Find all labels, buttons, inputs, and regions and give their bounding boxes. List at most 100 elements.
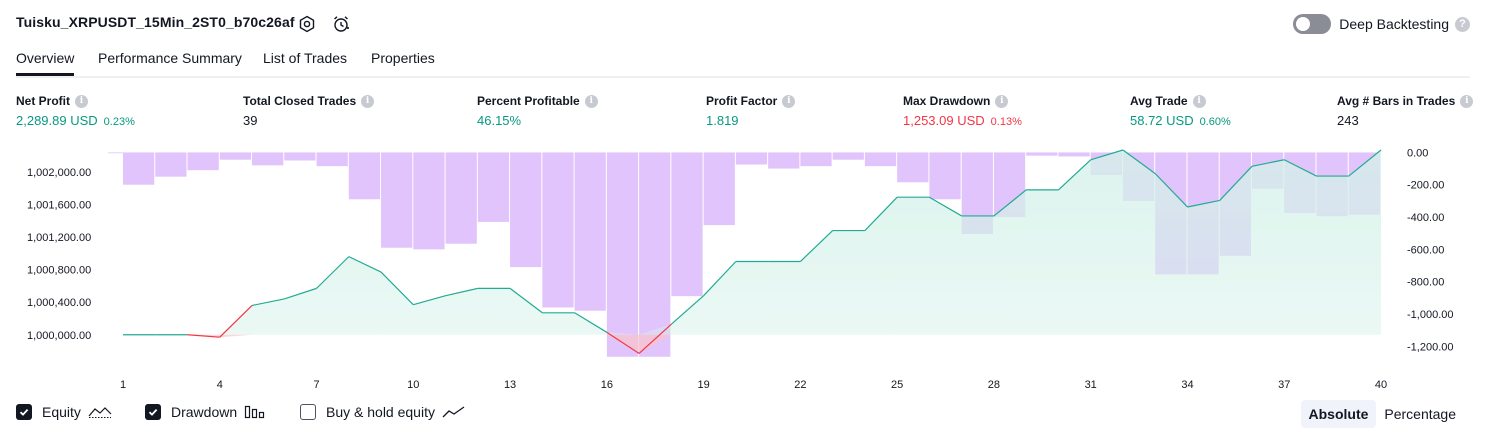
drawdown-bar xyxy=(542,152,574,308)
drawdown-bar xyxy=(187,152,219,171)
deep-backtesting-toggle[interactable] xyxy=(1293,14,1332,34)
tab-list-of-trades[interactable]: List of Trades xyxy=(263,50,348,66)
metric-value: 58.72 USD xyxy=(1130,113,1194,128)
legend-drawdown[interactable]: Drawdown xyxy=(145,404,266,420)
drawdown-bar xyxy=(413,152,445,250)
drawdown-bar xyxy=(639,152,671,357)
left-axis-tick-label: 1,001,200.00 xyxy=(27,232,91,244)
drawdown-bar xyxy=(155,152,187,177)
equity-line-segment xyxy=(380,271,414,306)
equity-line-segment xyxy=(799,230,834,262)
info-icon[interactable]: i xyxy=(361,94,375,108)
right-axis-tick-label: -800.00 xyxy=(1407,277,1444,289)
metric-avg-bars-in-trades: Avg # Bars in Trades i 243 xyxy=(1337,94,1474,128)
equity-checkbox[interactable] xyxy=(16,404,32,420)
right-axis-tick-label: -1,200.00 xyxy=(1407,341,1453,353)
info-icon[interactable]: i xyxy=(1192,94,1206,108)
drawdown-bar xyxy=(574,152,606,311)
right-axis-tick-label: 0.00 xyxy=(1407,147,1428,159)
toggle-knob xyxy=(1296,17,1311,31)
drawdown-bar xyxy=(252,152,284,166)
equity-line-segment xyxy=(1187,199,1220,208)
metric-value: 46.15% xyxy=(477,113,522,128)
equity-line-segment xyxy=(993,189,1027,217)
equity-line-segment xyxy=(638,323,672,354)
drawdown-bar xyxy=(897,152,929,183)
metrics-row: Net Profit i 2,289.89 USD 0.23% Total Clos… xyxy=(0,94,1486,134)
metric-max-drawdown: Max Drawdown i 1,253.09 USD 0.13% xyxy=(903,94,1022,128)
right-axis-tick-label: -1,000.00 xyxy=(1407,309,1453,321)
deep-backtesting-label: Deep Backtesting xyxy=(1339,16,1449,32)
buy-hold-checkbox[interactable] xyxy=(300,404,316,420)
drawdown-bar xyxy=(284,152,316,161)
settings-icon[interactable] xyxy=(297,14,317,34)
help-icon[interactable]: ? xyxy=(1455,16,1470,32)
value-mode-toggle: Absolute Percentage xyxy=(1300,400,1465,428)
absolute-button[interactable]: Absolute xyxy=(1300,400,1377,428)
metric-percent: 0.23% xyxy=(103,116,135,128)
drawdown-bar xyxy=(864,152,897,167)
drawdown-bar xyxy=(219,152,252,160)
right-axis-tick-label: -400.00 xyxy=(1407,212,1444,224)
drawdown-bar xyxy=(1026,152,1058,156)
metric-label: Avg Trade xyxy=(1130,94,1188,108)
drawdown-bar xyxy=(123,152,155,185)
legend-equity[interactable]: Equity xyxy=(16,404,112,420)
report-tabs: Overview Performance Summary List of Tra… xyxy=(16,48,1470,78)
equity-line-segment xyxy=(670,295,705,325)
equity-drawdown-chart[interactable]: 1,002,000.00 1,001,600.00 1,001,200.00 1,00… xyxy=(0,140,1486,396)
equity-area xyxy=(123,150,1381,354)
info-icon[interactable]: i xyxy=(1460,94,1474,108)
equity-line-segment xyxy=(606,331,640,354)
info-icon[interactable]: i xyxy=(584,94,598,108)
info-icon[interactable]: i xyxy=(782,94,796,108)
metric-total-closed-trades: Total Closed Trades i 39 xyxy=(243,94,375,128)
legend-buy-hold-equity[interactable]: Buy & hold equity xyxy=(300,404,466,420)
drawdown-bar xyxy=(800,152,832,167)
x-axis-tick-label: 28 xyxy=(988,379,1000,391)
legend-label: Drawdown xyxy=(171,404,238,420)
metric-profit-factor: Profit Factor i 1.819 xyxy=(706,94,796,128)
equity-line-segment xyxy=(1283,159,1317,177)
x-axis-tick-label: 19 xyxy=(697,379,709,391)
x-axis-tick-label: 25 xyxy=(891,379,903,391)
equity-line xyxy=(123,149,1382,354)
equity-line-segment xyxy=(1122,149,1156,175)
metric-value: 39 xyxy=(243,113,258,128)
x-axis-tick-label: 4 xyxy=(217,379,223,391)
equity-line-segment xyxy=(187,334,220,338)
buy-hold-line-icon xyxy=(442,406,465,418)
percentage-button[interactable]: Percentage xyxy=(1384,406,1456,422)
left-axis-tick-label: 1,000,400.00 xyxy=(27,297,91,309)
alarm-clock-icon[interactable] xyxy=(331,14,351,34)
drawdown-checkbox[interactable] xyxy=(145,404,161,420)
drawdown-bar xyxy=(348,152,381,200)
tab-overview[interactable]: Overview xyxy=(16,48,75,76)
right-axis-tick-label: -600.00 xyxy=(1407,244,1444,256)
metric-value: 1.819 xyxy=(706,113,739,128)
x-axis-tick-label: 10 xyxy=(407,379,419,391)
equity-line-segment xyxy=(1348,149,1382,177)
info-icon[interactable]: i xyxy=(75,94,88,108)
metric-value: 2,289.89 USD xyxy=(16,113,98,128)
x-axis: 1 4 7 10 13 16 19 22 25 28 31 34 37 40 xyxy=(120,379,1387,391)
tab-performance-summary[interactable]: Performance Summary xyxy=(98,50,242,66)
drawdown-bar xyxy=(929,152,961,200)
drawdown-bar xyxy=(381,152,413,248)
info-icon[interactable]: i xyxy=(995,94,1009,108)
drawdown-bar xyxy=(477,152,510,222)
equity-line-segment xyxy=(316,256,350,289)
x-axis-tick-label: 22 xyxy=(794,379,806,391)
equity-line-segment xyxy=(1090,149,1124,161)
equity-line-segment xyxy=(284,287,317,300)
metric-label: Profit Factor xyxy=(706,94,778,108)
x-axis-tick-label: 7 xyxy=(313,379,319,391)
strategy-title: Tuisku_XRPUSDT_15Min_2ST0_b70c26af xyxy=(16,14,295,30)
left-axis-tick-label: 1,000,000.00 xyxy=(27,330,91,342)
tab-properties[interactable]: Properties xyxy=(371,50,435,66)
x-axis-tick-label: 13 xyxy=(504,379,516,391)
metric-percent: 0.13% xyxy=(990,116,1022,128)
drawdown-bar xyxy=(316,152,348,167)
metric-percent: 0.60% xyxy=(1199,116,1231,128)
x-axis-tick-label: 16 xyxy=(601,379,613,391)
